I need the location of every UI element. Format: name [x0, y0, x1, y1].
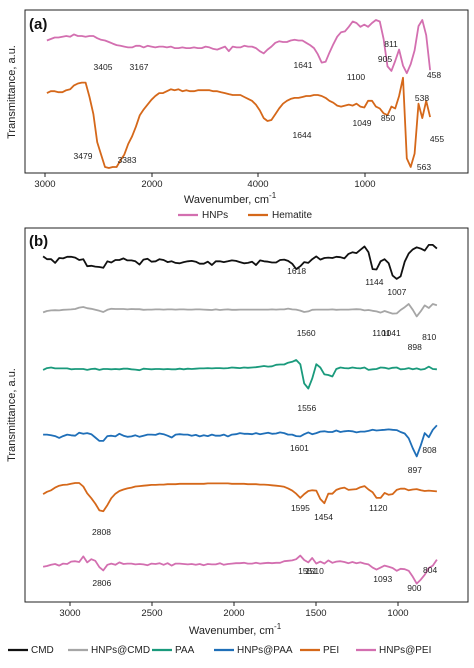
- series-line-hematite: [46, 76, 431, 169]
- peak-label-hnps-paa: 897: [408, 465, 422, 475]
- peak-label-hnps: 538: [415, 93, 429, 103]
- legend-label-pei: PEI: [323, 645, 339, 656]
- panel-a-tick-label: 1000: [354, 179, 375, 190]
- peak-label-hematite: 563: [417, 162, 431, 172]
- panel-a-tick-label: 4000: [247, 179, 268, 190]
- peak-label-hnps-pei: 804: [423, 565, 437, 575]
- series-line-hnps-paa: [43, 424, 438, 458]
- peak-label-pei: 1595: [291, 503, 310, 513]
- peak-label-hnps-cmd: 898: [408, 342, 422, 352]
- legend-label-hnps: HNPs: [202, 210, 228, 221]
- peak-label-hematite: 3479: [74, 151, 93, 161]
- peak-label-hnps: 1100: [347, 72, 366, 82]
- panel-b-label: (b): [29, 233, 48, 250]
- panel-a-tick-label: 3000: [34, 179, 55, 190]
- peak-label-hnps: 811: [384, 39, 398, 49]
- legend-label-hnps-cmd: HNPs@CMD: [91, 645, 150, 656]
- peak-label-hnps-paa: 1601: [290, 443, 309, 453]
- series-line-pei: [42, 482, 437, 513]
- legend-label-paa: PAA: [175, 645, 195, 656]
- panel-b-series: [42, 244, 438, 585]
- peak-label-hnps: 905: [378, 54, 392, 64]
- peak-label-hnps-pei: 2806: [92, 578, 111, 588]
- peak-label-hematite: 1049: [353, 118, 372, 128]
- peak-label-hnps-cmd: 1041: [382, 328, 401, 338]
- panel-b-tick-label: 1500: [305, 608, 326, 619]
- panel-a-series: [46, 19, 431, 169]
- panel-a-ylabel: Transmittance, a.u.: [6, 45, 18, 139]
- peak-label-hematite: 850: [381, 113, 395, 123]
- panel-a-xlabel: Wavenumber, cm-1: [184, 191, 277, 206]
- peak-label-hnps-pei: 900: [407, 583, 421, 593]
- series-line-hnps-pei: [42, 554, 438, 585]
- legend-label-hnps-paa: HNPs@PAA: [237, 645, 293, 656]
- peak-label-hnps: 458: [427, 70, 441, 80]
- peak-label-paa: 1556: [297, 403, 316, 413]
- panel-b: (b) Transmittance, a.u. 3000 2500 2000 1500…: [6, 227, 469, 656]
- peak-label-hnps-pei: 1093: [373, 574, 392, 584]
- peak-label-hnps-paa: 808: [422, 445, 436, 455]
- panel-b-tick-label: 3000: [59, 608, 80, 619]
- peak-label-hnps: 1641: [294, 60, 313, 70]
- peak-label-pei: 2808: [92, 527, 111, 537]
- legend-label-cmd: CMD: [31, 645, 54, 656]
- peak-label-hematite: 3383: [118, 155, 137, 165]
- panel-a-tick-label: 2000: [141, 179, 162, 190]
- panel-b-ylabel: Transmittance, a.u.: [6, 368, 18, 462]
- series-line-hnps-cmd: [42, 303, 438, 318]
- peak-label-hnps: 3405: [94, 62, 113, 72]
- panel-a-label: (a): [29, 16, 47, 33]
- panel-b-tick-label: 1000: [387, 608, 408, 619]
- panel-b-tick-label: 2500: [141, 608, 162, 619]
- peak-label-cmd: 1144: [365, 277, 384, 287]
- panel-a-legend: HNPs Hematite: [178, 210, 312, 221]
- peak-label-hnps-pei: 1551: [298, 566, 317, 576]
- peak-label-hnps: 3167: [130, 62, 149, 72]
- peak-label-cmd: 1618: [287, 266, 306, 276]
- panel-b-xlabel: Wavenumber, cm-1: [189, 622, 282, 637]
- legend-label-hnps-pei: HNPs@PEI: [379, 645, 431, 656]
- panel-a-x-ticks: 3000 2000 4000 1000: [34, 173, 376, 190]
- peak-label-hematite: 455: [430, 134, 444, 144]
- peak-label-hematite: 1644: [293, 130, 312, 140]
- panel-b-legend: CMD HNPs@CMD PAA HNPs@PAA PEI HNPs@PEI: [8, 645, 431, 656]
- legend-label-hematite: Hematite: [272, 210, 312, 221]
- peak-label-hnps-cmd: 1101: [372, 328, 391, 338]
- peak-label-cmd: 1007: [387, 287, 406, 297]
- peak-label-hnps-pei: 1510: [305, 566, 324, 576]
- peak-label-hnps-cmd: 1560: [297, 328, 316, 338]
- panel-a-peak-labels: 3405 3167 1641 1100 905 811 538 458 3479 3383 1644…: [74, 39, 445, 172]
- peak-label-hnps-cmd: 810: [422, 332, 436, 342]
- panel-a-frame: [24, 9, 469, 174]
- series-line-cmd: [42, 244, 438, 280]
- peak-label-pei: 1454: [314, 512, 333, 522]
- panel-a: (a) Transmittance, a.u. 3000 2000 4000 1000…: [6, 9, 469, 221]
- panel-b-tick-label: 2000: [223, 608, 244, 619]
- panel-b-frame: [24, 227, 469, 603]
- panel-b-x-ticks: 3000 2500 2000 1500 1000: [59, 602, 409, 619]
- series-line-paa: [42, 359, 437, 390]
- series-line-hnps: [46, 19, 431, 75]
- peak-label-pei: 1120: [369, 503, 388, 513]
